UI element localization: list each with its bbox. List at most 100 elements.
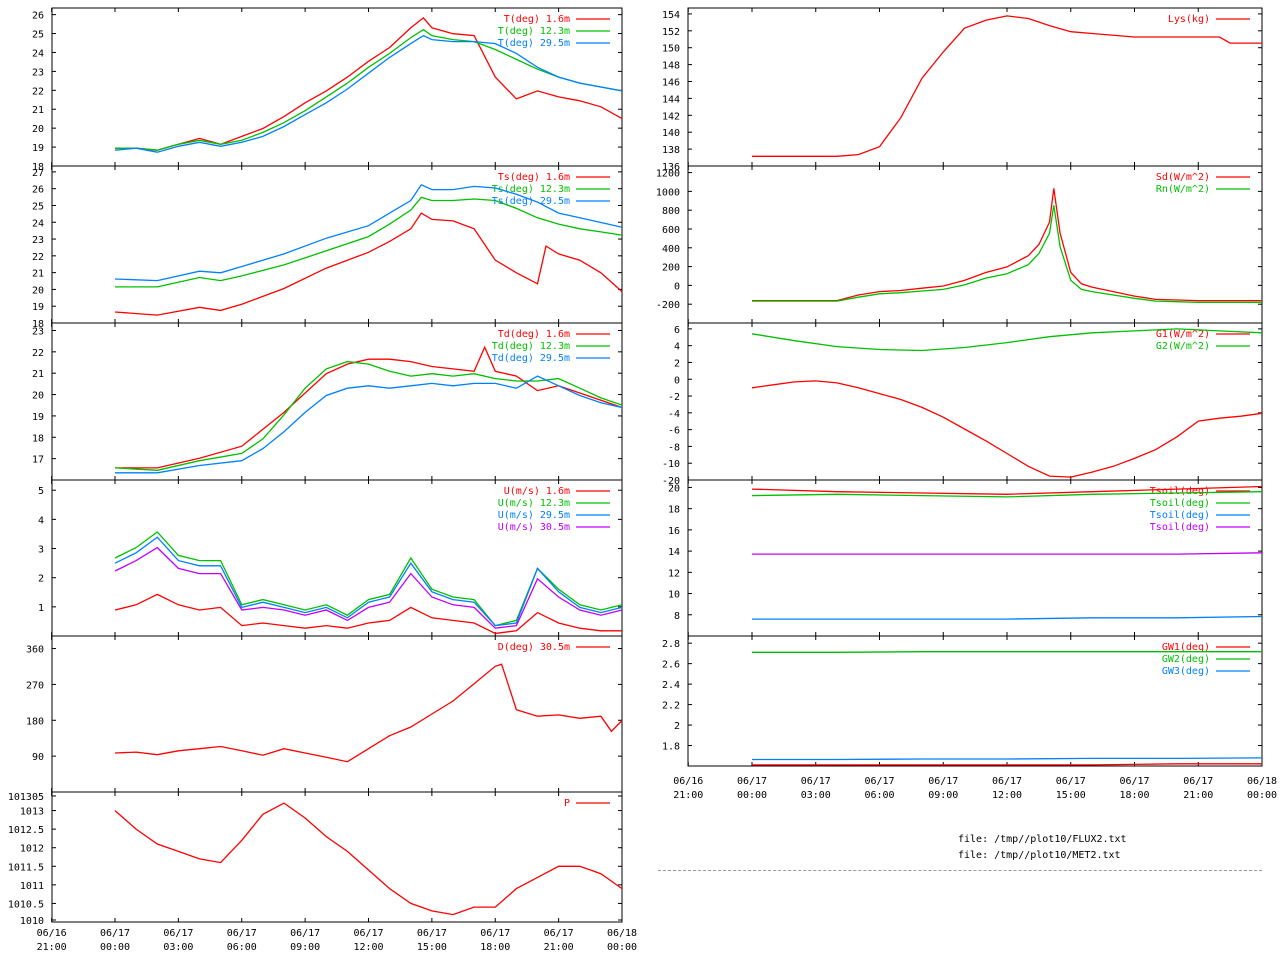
xtick-date-left-6: 06/17 (417, 928, 447, 939)
ytick-label-7-4: 600 (662, 225, 680, 236)
ytick-label-0-5: 24 (32, 48, 44, 59)
xtick-time-left-1: 00:00 (100, 942, 130, 953)
ytick-label-8-5: 0 (674, 375, 680, 386)
legend-label-0-1: T(deg) 12.3m (498, 26, 570, 37)
ytick-label-8-8: 6 (674, 325, 680, 336)
ytick-label-5-1: 1010.5 (8, 899, 44, 910)
series-line-9-0 (751, 485, 1263, 495)
ytick-label-9-2: 12 (668, 568, 680, 579)
series-line-9-1 (751, 491, 1263, 498)
xtick-date-right-1: 06/17 (737, 776, 767, 787)
ytick-label-6-4: 146 (662, 78, 680, 89)
legend-label-8-1: G2(W/m^2) (1156, 341, 1210, 352)
ytick-label-1-0: 19 (32, 302, 44, 313)
ytick-label-8-3: -4 (668, 409, 680, 420)
series-line-8-0 (751, 380, 1263, 478)
ytick-label-1-6: 25 (32, 201, 44, 212)
ytick-label-8-4: -2 (668, 392, 680, 403)
ytick-label-8-1: -8 (668, 442, 680, 453)
legend-label-10-1: GW2(deg) (1162, 654, 1210, 665)
ytick-label-5-0: 1010 (20, 916, 44, 927)
ytick-label-2-5: 22 (32, 348, 44, 359)
series-line-7-1 (752, 205, 1262, 303)
ytick-bottom-label-0: 18 (32, 162, 44, 173)
legend-label-0-2: T(deg) 29.5m (498, 38, 570, 49)
xtick-date-left-0: 06/16 (37, 928, 67, 939)
ytick-label-9-5: 18 (668, 505, 680, 516)
xtick-time-left-3: 06:00 (227, 942, 257, 953)
ytick-label-7-2: 200 (662, 263, 680, 274)
legend-label-9-0: Tsoil(deg) (1150, 486, 1210, 497)
legend-label-3-2: U(m/s) 29.5m (498, 510, 570, 521)
series-line-2-0 (115, 345, 623, 469)
ytick-label-6-6: 150 (662, 44, 680, 55)
ytick-label-2-1: 18 (32, 433, 44, 444)
series-line-0-1 (115, 28, 623, 151)
series-line-8-1 (751, 328, 1263, 352)
ytick-label-10-2: 2.2 (662, 701, 680, 712)
legend-label-2-1: Td(deg) 12.3m (492, 341, 570, 352)
ytick-label-8-6: 2 (674, 358, 680, 369)
ytick-label-10-1: 2 (674, 721, 680, 732)
ytick-bottom-label-6: 136 (662, 162, 680, 173)
xtick-time-left-4: 09:00 (290, 942, 320, 953)
legend-label-1-0: Ts(deg) 1.6m (498, 172, 570, 183)
ytick-label-7-1: 0 (674, 281, 680, 292)
xtick-date-left-4: 06/17 (290, 928, 320, 939)
ytick-label-5-4: 1012 (20, 844, 44, 855)
ytick-label-2-2: 19 (32, 412, 44, 423)
ytick-label-10-0: 1.8 (662, 742, 680, 753)
xtick-date-left-9: 06/18 (607, 928, 637, 939)
legend-label-7-1: Rn(W/m^2) (1156, 184, 1210, 195)
xtick-time-right-0: 21:00 (673, 790, 703, 801)
file-label-met: file: /tmp//plot10/MET2.txt (958, 850, 1121, 861)
file-label-flux: file: /tmp//plot10/FLUX2.txt (958, 834, 1127, 845)
xtick-date-right-3: 06/17 (864, 776, 894, 787)
legend-label-9-1: Tsoil(deg) (1150, 498, 1210, 509)
series-line-3-3 (114, 546, 623, 629)
xtick-time-right-1: 00:00 (737, 790, 767, 801)
series-line-5-0 (114, 802, 623, 916)
ytick-label-9-1: 10 (668, 590, 680, 601)
xtick-time-left-0: 21:00 (37, 942, 67, 953)
legend-label-9-2: Tsoil(deg) (1150, 510, 1210, 521)
series-line-10-0 (752, 763, 1262, 766)
ytick-label-7-0: -200 (656, 300, 680, 311)
ytick-label-1-7: 26 (32, 185, 44, 196)
ytick-label-0-3: 22 (32, 86, 44, 97)
xtick-time-right-7: 18:00 (1119, 790, 1149, 801)
ytick-label-2-3: 20 (32, 391, 44, 402)
xtick-date-left-5: 06/17 (353, 928, 383, 939)
ytick-label-9-6: 20 (668, 483, 680, 494)
series-line-2-2 (115, 375, 623, 474)
ytick-label-9-3: 14 (668, 547, 680, 558)
series-line-1-2 (114, 183, 623, 282)
series-line-10-1 (752, 651, 1262, 653)
legend-label-6-0: Lys(kg) (1168, 14, 1210, 25)
ytick-label-6-5: 148 (662, 61, 680, 72)
ytick-label-7-7: 1200 (656, 169, 680, 180)
xtick-date-left-3: 06/17 (227, 928, 257, 939)
xtick-time-left-7: 18:00 (480, 942, 510, 953)
ytick-bottom-label-8: -20 (662, 476, 680, 487)
legend-label-9-3: Tsoil(deg) (1150, 522, 1210, 533)
ytick-label-8-0: -10 (662, 459, 680, 470)
xtick-date-right-7: 06/17 (1119, 776, 1149, 787)
series-line-7-0 (752, 188, 1262, 302)
ytick-label-2-0: 17 (32, 455, 44, 466)
ytick-label-6-7: 152 (662, 27, 680, 38)
xtick-time-right-6: 15:00 (1056, 790, 1086, 801)
xtick-time-right-4: 09:00 (928, 790, 958, 801)
xtick-time-right-3: 06:00 (864, 790, 894, 801)
ytick-label-5-3: 1011.5 (8, 862, 44, 873)
ytick-label-3-0: 1 (38, 603, 44, 614)
panel-frame-5 (51, 791, 623, 923)
xtick-date-right-6: 06/17 (1056, 776, 1086, 787)
ytick-label-6-3: 144 (662, 94, 680, 105)
ytick-label-9-0: 8 (674, 611, 680, 622)
ytick-label-7-3: 400 (662, 244, 680, 255)
legend-label-2-2: Td(deg) 29.5m (492, 353, 570, 364)
xtick-time-right-5: 12:00 (992, 790, 1022, 801)
xtick-date-left-2: 06/17 (163, 928, 193, 939)
